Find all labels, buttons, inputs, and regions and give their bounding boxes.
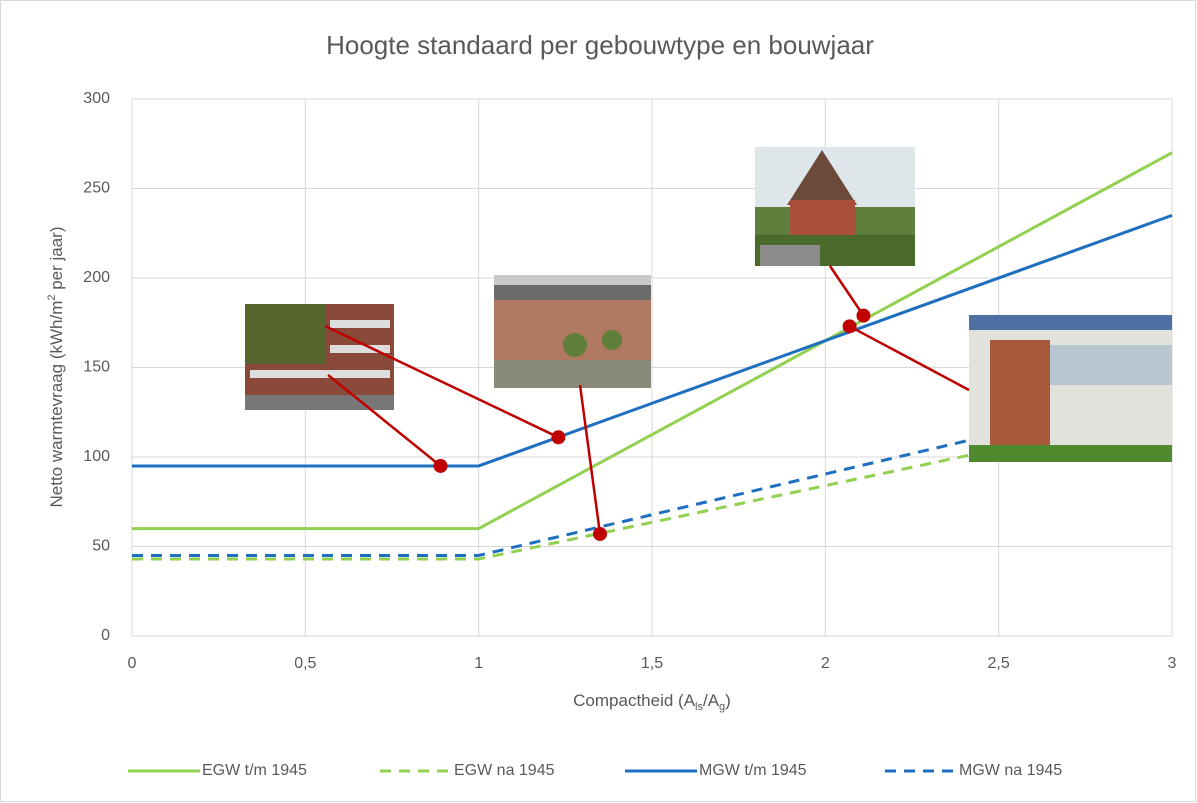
y-axis-title-part: per jaar) <box>47 226 66 294</box>
x-axis-title-part: ) <box>725 691 731 710</box>
legend-label: MGW t/m 1945 <box>699 762 807 779</box>
x-tick-label: 2 <box>821 655 830 672</box>
line <box>132 213 1173 468</box>
legend-label: MGW na 1945 <box>959 762 1062 779</box>
x-tick-label: 1 <box>474 655 483 672</box>
legend-label: EGW t/m 1945 <box>202 762 307 779</box>
y-axis-title: Netto warmtevraag (kWh/m2 per jaar) <box>46 226 67 507</box>
highlight-point <box>551 430 566 445</box>
line <box>132 151 1173 531</box>
highlight-point <box>842 319 857 334</box>
leader-line <box>324 324 559 439</box>
line <box>132 410 1173 561</box>
line <box>132 391 1173 557</box>
leader-line <box>327 374 442 467</box>
series-layer <box>132 151 1173 561</box>
highlight-point <box>856 308 871 323</box>
y-tick-label: 250 <box>83 180 110 197</box>
y-axis-title-part: Netto warmtevraag (kWh/m <box>47 301 66 508</box>
leader-line <box>828 265 865 317</box>
y-tick-label: 100 <box>83 448 110 465</box>
y-tick-label: 0 <box>101 627 110 644</box>
x-tick-label: 1,5 <box>641 655 663 672</box>
photo <box>245 304 394 410</box>
highlight-point <box>593 526 607 541</box>
y-tick-label: 300 <box>83 90 110 107</box>
legend-label: EGW na 1945 <box>454 762 555 779</box>
chart-title: Hoogte standaard per gebouwtype en bouwj… <box>326 30 874 60</box>
photo <box>494 275 651 388</box>
annotations <box>324 265 970 541</box>
highlight-point <box>433 458 448 473</box>
photo <box>755 147 915 266</box>
y-tick-label: 150 <box>83 359 110 376</box>
y-tick-label: 200 <box>83 269 110 286</box>
leader-line <box>578 384 602 535</box>
photo <box>969 315 1172 462</box>
x-axis-title-part: /A <box>703 691 720 710</box>
x-tick-label: 3 <box>1168 655 1177 672</box>
legend: EGW t/m 1945 EGW na 1945 MGW t/m 1945 MGW n… <box>128 762 1062 779</box>
leader-line <box>849 325 970 392</box>
x-tick-label: 2,5 <box>988 655 1010 672</box>
y-tick-label: 50 <box>92 538 110 555</box>
x-axis-title: Compactheid (Als/Ag) <box>573 691 731 712</box>
x-axis-title-part: Compactheid (A <box>573 691 696 710</box>
x-axis-title-part: ls <box>695 701 703 713</box>
x-axis-title-part: g <box>719 701 725 713</box>
y-axis-title-part: 2 <box>46 295 58 301</box>
x-tick-label: 0 <box>128 655 137 672</box>
x-tick-label: 0,5 <box>294 655 316 672</box>
